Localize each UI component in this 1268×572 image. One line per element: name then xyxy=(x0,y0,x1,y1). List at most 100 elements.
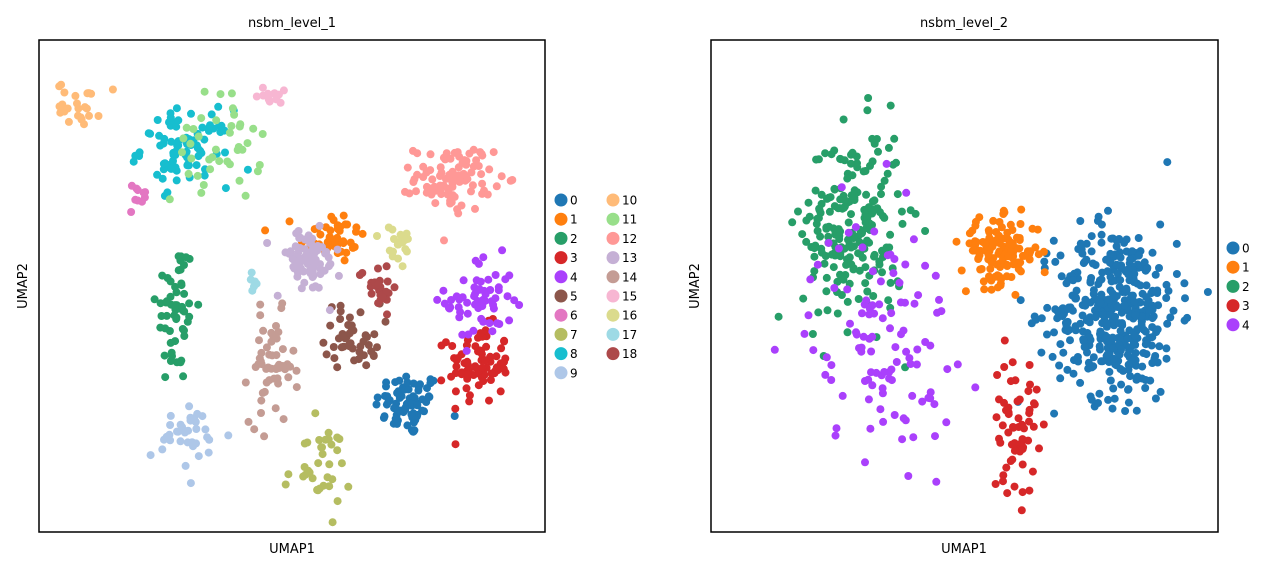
data-point-cluster-11 xyxy=(200,87,209,96)
data-point-cluster-3 xyxy=(1010,446,1019,455)
data-point-cluster-18 xyxy=(382,262,391,271)
legend-marker xyxy=(554,347,568,361)
legend-marker xyxy=(554,289,568,303)
data-point-cluster-9 xyxy=(166,411,175,420)
legend-label: 10 xyxy=(622,194,637,208)
data-point-cluster-0 xyxy=(1105,367,1114,376)
data-point-cluster-1 xyxy=(1026,247,1035,256)
data-point-cluster-2 xyxy=(172,315,181,324)
data-point-cluster-12 xyxy=(422,188,431,197)
data-point-cluster-12 xyxy=(446,154,455,163)
data-point-cluster-14 xyxy=(250,425,259,434)
data-point-cluster-4 xyxy=(857,343,866,352)
data-point-cluster-16 xyxy=(396,230,405,239)
data-point-cluster-14 xyxy=(272,322,280,330)
data-point-cluster-8 xyxy=(207,110,216,119)
data-point-cluster-4 xyxy=(480,286,489,295)
data-point-cluster-11 xyxy=(184,169,193,178)
data-point-cluster-7 xyxy=(299,472,308,481)
data-point-cluster-2 xyxy=(831,251,840,260)
data-point-cluster-3 xyxy=(487,369,496,378)
data-point-cluster-16 xyxy=(373,232,381,240)
data-point-cluster-3 xyxy=(1025,417,1033,426)
data-point-cluster-2 xyxy=(788,218,797,227)
data-point-cluster-1 xyxy=(340,256,349,265)
data-point-cluster-1 xyxy=(352,227,360,236)
data-point-cluster-14 xyxy=(257,409,265,417)
data-point-cluster-0 xyxy=(1131,349,1140,357)
data-point-cluster-12 xyxy=(478,179,487,188)
data-point-cluster-1 xyxy=(1015,234,1024,242)
data-point-cluster-11 xyxy=(235,176,244,185)
data-point-cluster-11 xyxy=(189,125,198,133)
data-point-cluster-2 xyxy=(804,198,813,207)
data-point-cluster-4 xyxy=(485,319,494,328)
data-point-cluster-8 xyxy=(167,137,176,146)
data-point-cluster-0 xyxy=(1108,404,1117,413)
data-point-cluster-9 xyxy=(224,431,233,440)
data-point-cluster-5 xyxy=(367,347,376,356)
data-point-cluster-3 xyxy=(482,342,491,351)
data-point-cluster-3 xyxy=(999,477,1007,486)
data-point-cluster-4 xyxy=(909,433,918,442)
data-point-cluster-3 xyxy=(452,362,461,371)
data-point-cluster-4 xyxy=(935,295,943,304)
data-point-cluster-11 xyxy=(241,191,250,200)
data-point-cluster-4 xyxy=(889,269,898,278)
data-point-cluster-12 xyxy=(436,181,445,190)
legend-marker xyxy=(1226,260,1240,274)
data-point-cluster-12 xyxy=(440,236,448,245)
data-point-cluster-4 xyxy=(834,244,843,253)
data-point-cluster-16 xyxy=(384,223,393,232)
legend-marker xyxy=(554,308,568,322)
data-point-cluster-3 xyxy=(476,329,485,338)
data-point-cluster-0 xyxy=(1080,343,1089,351)
data-point-cluster-0 xyxy=(1126,372,1135,381)
data-point-cluster-8 xyxy=(153,116,162,124)
data-point-cluster-4 xyxy=(890,255,899,263)
data-point-cluster-7 xyxy=(325,460,334,469)
data-point-cluster-0 xyxy=(1070,356,1078,365)
data-point-cluster-3 xyxy=(497,344,506,353)
data-point-cluster-14 xyxy=(260,432,269,441)
data-point-cluster-4 xyxy=(867,368,875,377)
data-point-cluster-3 xyxy=(993,371,1002,379)
data-point-cluster-12 xyxy=(437,168,446,177)
data-point-cluster-14 xyxy=(284,373,293,382)
data-point-cluster-0 xyxy=(1172,270,1181,278)
data-point-cluster-1 xyxy=(980,239,989,248)
data-point-cluster-0 xyxy=(1136,281,1145,290)
data-point-cluster-0 xyxy=(1084,364,1093,373)
data-point-cluster-4 xyxy=(932,477,941,486)
data-point-cluster-2 xyxy=(843,328,852,337)
legend-marker xyxy=(554,366,568,380)
legend-item-3: 3 xyxy=(1226,299,1250,313)
data-point-cluster-18 xyxy=(374,264,382,273)
data-point-cluster-7 xyxy=(344,482,353,491)
data-point-cluster-2 xyxy=(840,195,849,204)
data-point-cluster-0 xyxy=(373,393,382,402)
data-point-cluster-0 xyxy=(429,376,438,385)
data-point-cluster-3 xyxy=(1018,435,1027,444)
data-point-cluster-11 xyxy=(182,123,191,132)
data-point-cluster-13 xyxy=(297,284,306,293)
data-point-cluster-16 xyxy=(401,235,410,244)
data-point-cluster-2 xyxy=(886,278,895,287)
data-point-cluster-0 xyxy=(1153,325,1162,334)
data-point-cluster-3 xyxy=(1010,482,1019,491)
data-point-cluster-2 xyxy=(180,307,189,316)
data-point-cluster-4 xyxy=(887,309,896,318)
data-point-cluster-7 xyxy=(315,436,324,444)
data-point-cluster-0 xyxy=(397,392,406,401)
data-point-cluster-4 xyxy=(895,278,904,287)
data-point-cluster-0 xyxy=(394,406,403,415)
data-point-cluster-12 xyxy=(471,204,479,213)
data-point-cluster-0 xyxy=(1148,248,1157,257)
data-point-cluster-0 xyxy=(1150,356,1159,365)
data-point-cluster-0 xyxy=(1089,286,1098,295)
data-point-cluster-2 xyxy=(161,373,170,382)
data-point-cluster-0 xyxy=(423,384,431,393)
data-point-cluster-5 xyxy=(337,343,346,352)
data-point-cluster-9 xyxy=(158,445,167,454)
data-point-cluster-4 xyxy=(899,326,908,335)
